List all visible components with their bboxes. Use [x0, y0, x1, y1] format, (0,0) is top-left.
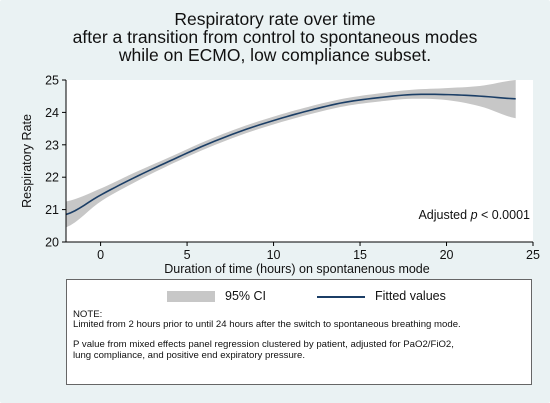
y-tick-label: 24	[45, 106, 59, 120]
y-tick-label: 23	[45, 138, 59, 152]
x-tick-label: 15	[353, 248, 367, 262]
note-line-2: P value from mixed effects panel regress…	[73, 339, 454, 361]
x-tick-label: 20	[440, 248, 454, 262]
x-tick-label: 0	[97, 248, 104, 262]
y-tick-label: 22	[45, 171, 59, 185]
chart-title-line-3: while on ECMO, low compliance subset.	[118, 45, 432, 65]
annotation-prefix: Adjusted	[418, 208, 470, 222]
x-ticks: 0 5 10 15 20 25	[97, 242, 540, 262]
x-tick-label: 5	[184, 248, 191, 262]
y-ticks: 20 21 22 23 24 25	[45, 74, 66, 250]
chart-svg: 20 21 22 23 24 25 0 5 10 15 20 25 Respiratory Rate…	[20, 74, 540, 277]
x-tick-label: 25	[526, 248, 540, 262]
y-tick-label: 21	[45, 203, 59, 217]
fitted-line	[65, 93, 516, 216]
y-tick-label: 25	[45, 74, 59, 88]
note-heading: NOTE:	[73, 309, 103, 320]
legend-ci-label: 95% CI	[225, 289, 266, 303]
legend-fit-swatch	[317, 296, 365, 298]
chart-title-line-2: after a transition from control to spont…	[72, 27, 478, 47]
ci-band	[66, 80, 516, 228]
notes-box: 95% CI Fitted values NOTE: Limited from …	[66, 279, 532, 385]
note-line-1: Limited from 2 hours prior to until 24 h…	[73, 319, 461, 330]
x-tick-label: 10	[267, 248, 281, 262]
legend-fit-label: Fitted values	[375, 289, 446, 303]
x-axis-label: Duration of time (hours) on spontanenous…	[164, 262, 429, 276]
annotation-italic-p: p	[470, 208, 478, 222]
p-value-annotation: Adjusted p < 0.0001	[418, 208, 530, 222]
y-tick-label: 20	[45, 236, 59, 250]
legend-ci-swatch	[167, 291, 215, 302]
legend: 95% CI Fitted values	[67, 289, 531, 305]
chart-title-line-1: Respiratory rate over time	[174, 9, 376, 29]
plot-area	[66, 80, 533, 242]
y-axis-label: Respiratory Rate	[20, 114, 34, 208]
annotation-suffix: < 0.0001	[478, 208, 531, 222]
